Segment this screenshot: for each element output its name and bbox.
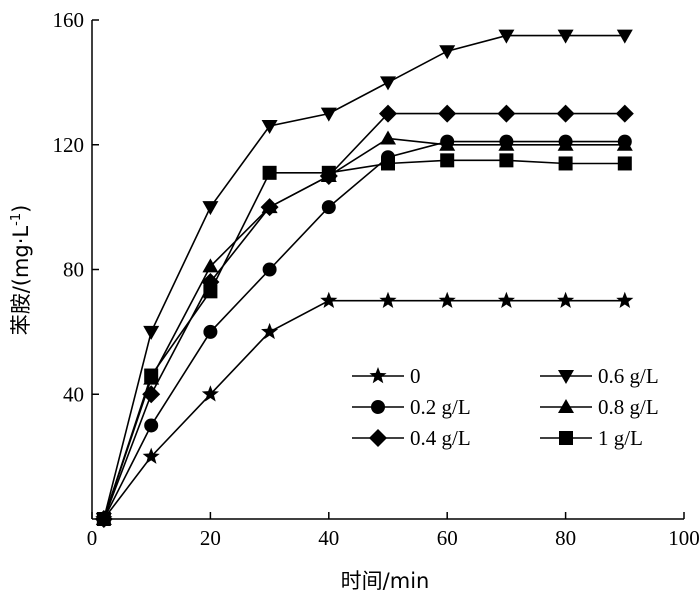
series-square bbox=[96, 153, 632, 526]
marker-triangle-down bbox=[261, 120, 278, 135]
marker-diamond bbox=[497, 104, 516, 123]
series-triangle-up bbox=[95, 130, 633, 525]
y-axis-title-close: ) bbox=[9, 205, 33, 213]
series-line bbox=[103, 299, 625, 520]
marker-square bbox=[558, 156, 573, 171]
marker-square bbox=[321, 165, 336, 180]
y-tick-label: 120 bbox=[53, 133, 85, 157]
y-tick-label: 80 bbox=[63, 258, 84, 282]
legend-item: 1 g/L bbox=[540, 426, 643, 450]
legend-label: 1 g/L bbox=[598, 426, 643, 450]
y-tick-label: 40 bbox=[63, 382, 84, 406]
marker-star bbox=[557, 291, 575, 308]
marker-square bbox=[203, 284, 218, 299]
marker-triangle-down bbox=[439, 45, 456, 60]
marker-square bbox=[440, 153, 455, 168]
marker-triangle-up bbox=[380, 130, 396, 145]
x-tick-label: 100 bbox=[668, 526, 700, 550]
y-axis-title-main: 苯胺/(mg·L bbox=[9, 226, 33, 336]
marker-triangle-up bbox=[261, 199, 278, 214]
marker-circle bbox=[203, 324, 218, 339]
legend: 0 0.2 g/L 0.4 g/L 0.6 g/L 0.8 g/L 1 g/L bbox=[352, 364, 659, 450]
marker-triangle-up bbox=[557, 136, 574, 151]
marker-triangle-down bbox=[498, 29, 515, 44]
x-axis-title: 时间/min bbox=[341, 569, 430, 593]
y-axis-title-sup: -1 bbox=[9, 213, 24, 226]
series-triangle-down bbox=[95, 29, 633, 527]
legend-label: 0.8 g/L bbox=[598, 395, 659, 419]
marker-diamond bbox=[615, 104, 634, 123]
marker-triangle-down bbox=[143, 325, 160, 340]
x-tick-label: 60 bbox=[437, 526, 458, 550]
marker-star bbox=[369, 367, 387, 384]
marker-triangle-down bbox=[380, 76, 396, 91]
series-layer bbox=[94, 29, 634, 528]
marker-diamond bbox=[379, 104, 397, 123]
marker-triangle-down bbox=[320, 107, 337, 122]
marker-diamond bbox=[438, 104, 457, 123]
legend-label: 0 bbox=[410, 364, 421, 388]
legend-item: 0 bbox=[352, 364, 421, 388]
marker-triangle-up bbox=[558, 399, 574, 413]
marker-diamond bbox=[369, 429, 387, 447]
legend-item: 0.4 g/L bbox=[352, 426, 471, 450]
marker-triangle-up bbox=[439, 136, 456, 151]
legend-label: 0.6 g/L bbox=[598, 364, 659, 388]
x-tick-label: 20 bbox=[200, 526, 221, 550]
y-axis-title: 苯胺/(mg·L-1) bbox=[9, 205, 33, 336]
marker-diamond bbox=[556, 104, 575, 123]
marker-triangle-down bbox=[202, 201, 219, 216]
legend-item: 0.8 g/L bbox=[540, 395, 659, 419]
marker-square bbox=[96, 512, 111, 526]
series-line bbox=[103, 159, 625, 520]
marker-triangle-down bbox=[557, 29, 574, 44]
legend-label: 0.2 g/L bbox=[410, 395, 471, 419]
marker-square bbox=[144, 368, 159, 383]
marker-star bbox=[142, 447, 160, 464]
series-star bbox=[95, 291, 634, 527]
marker-square bbox=[617, 156, 632, 171]
x-ticks: 0 20 40 60 80 100 bbox=[87, 512, 700, 550]
x-tick-label: 80 bbox=[555, 526, 576, 550]
y-ticks: 40 80 120 160 bbox=[53, 8, 99, 406]
x-tick-label: 0 bbox=[87, 526, 98, 550]
marker-star bbox=[261, 322, 279, 340]
x-tick-label: 40 bbox=[318, 526, 339, 550]
legend-item: 0.6 g/L bbox=[540, 364, 659, 388]
marker-star bbox=[438, 291, 456, 308]
series-line bbox=[103, 34, 625, 520]
legend-label: 0.4 g/L bbox=[410, 426, 471, 450]
legend-item: 0.2 g/L bbox=[352, 395, 471, 419]
marker-square bbox=[381, 156, 395, 171]
series-line bbox=[103, 137, 625, 520]
series-diamond bbox=[94, 104, 634, 528]
marker-triangle-down bbox=[558, 370, 574, 384]
marker-circle bbox=[144, 418, 159, 433]
marker-triangle-up bbox=[616, 136, 633, 151]
marker-star bbox=[379, 291, 397, 308]
marker-square bbox=[559, 431, 573, 445]
marker-triangle-up bbox=[498, 136, 515, 151]
marker-star bbox=[320, 291, 338, 308]
marker-circle bbox=[262, 262, 277, 277]
series-line bbox=[103, 112, 625, 520]
marker-circle bbox=[321, 200, 336, 215]
marker-circle bbox=[371, 400, 385, 414]
y-tick-label: 160 bbox=[53, 8, 85, 32]
marker-star bbox=[616, 291, 634, 308]
series-line bbox=[103, 140, 625, 520]
marker-star bbox=[201, 385, 219, 402]
marker-square bbox=[262, 165, 277, 180]
marker-star bbox=[497, 291, 515, 308]
marker-square bbox=[499, 153, 514, 168]
marker-triangle-down bbox=[616, 29, 633, 44]
marker-triangle-up bbox=[202, 258, 219, 273]
